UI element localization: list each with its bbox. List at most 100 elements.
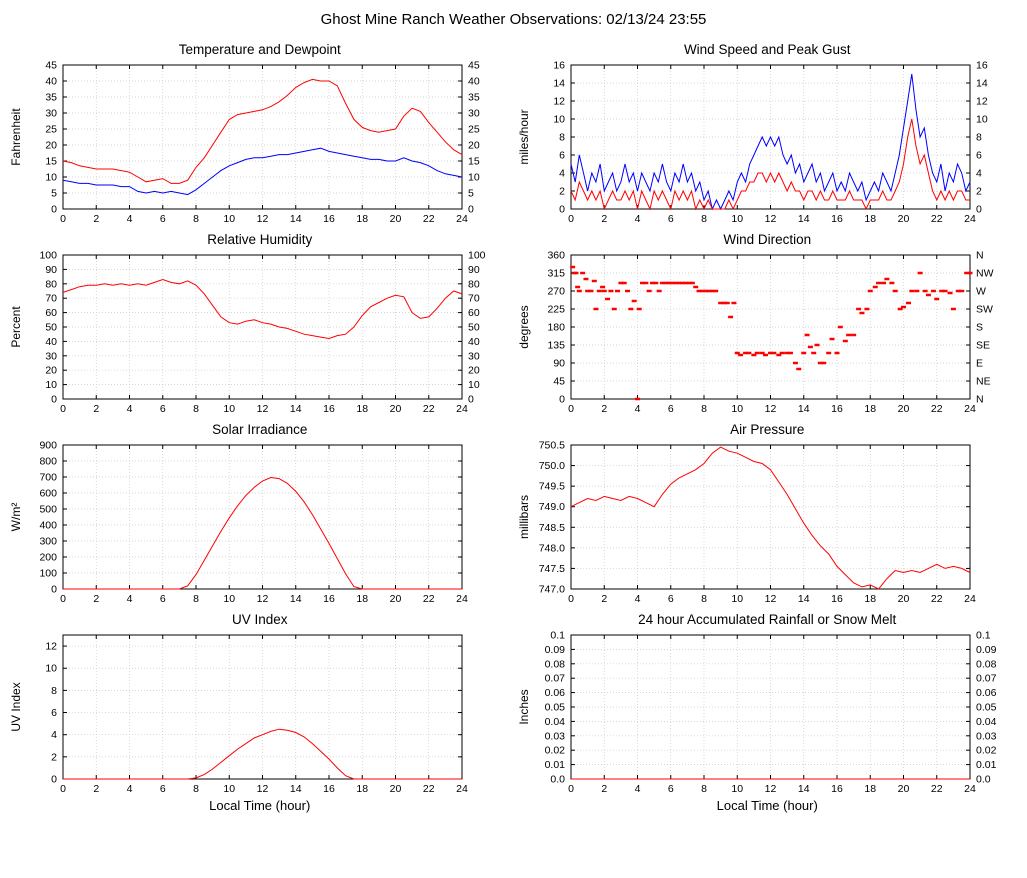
svg-text:10: 10 [976,114,988,126]
svg-text:10: 10 [224,593,236,605]
svg-text:22: 22 [931,783,943,795]
svg-text:2: 2 [559,186,565,198]
svg-text:SE: SE [976,340,990,352]
svg-text:20: 20 [390,783,402,795]
svg-text:4: 4 [559,168,565,180]
chart-title-wind-direction: Wind Direction [723,232,812,247]
svg-text:747.5: 747.5 [538,563,564,575]
svg-text:8: 8 [51,685,57,697]
svg-text:4: 4 [127,783,133,795]
svg-text:24: 24 [964,783,976,795]
svg-text:0: 0 [51,394,57,406]
svg-text:12: 12 [764,403,776,415]
svg-text:10: 10 [46,379,58,391]
svg-text:45: 45 [46,60,58,72]
svg-text:20: 20 [897,403,909,415]
svg-text:90: 90 [553,358,565,370]
air-pressure-plot: 0 2 4 6 8 10 12 14 16 18 20 22 24747.0747.5748.0748.… [517,440,976,606]
svg-text:0: 0 [51,204,57,216]
svg-text:8: 8 [701,593,707,605]
svg-text:16: 16 [831,213,843,225]
svg-text:20: 20 [46,140,58,152]
svg-text:12: 12 [257,593,269,605]
svg-text:W/m²: W/m² [9,503,23,532]
svg-text:12: 12 [764,213,776,225]
svg-text:8: 8 [193,403,199,415]
svg-text:748.5: 748.5 [538,522,564,534]
svg-text:SW: SW [976,304,993,316]
svg-text:0.06: 0.06 [976,687,997,699]
svg-text:100: 100 [468,250,486,262]
svg-text:10: 10 [224,403,236,415]
svg-text:70: 70 [46,293,58,305]
svg-text:14: 14 [290,783,302,795]
svg-text:10: 10 [731,213,743,225]
chart-wind-direction: Wind Direction 0 2 4 6 8 10 12 14 16 18 20 22 24 0 N 45… [514,227,1022,417]
svg-text:0: 0 [568,593,574,605]
svg-text:18: 18 [357,403,369,415]
svg-text:100: 100 [40,568,58,580]
svg-text:5: 5 [51,188,57,200]
svg-text:0: 0 [559,204,565,216]
chart-uv-index: UV Index 0 2 4 6 8 10 12 14 16 18 20 22 24 0 2 4 6 8 10 12 U… [6,607,514,817]
svg-text:100: 100 [40,250,58,262]
svg-text:24: 24 [964,593,976,605]
svg-text:0.01: 0.01 [976,759,997,771]
chart-title-solar: Solar Irradiance [212,422,308,437]
svg-text:14: 14 [976,78,988,90]
svg-text:0: 0 [468,204,474,216]
svg-text:UV Index: UV Index [9,682,23,731]
svg-text:50: 50 [468,322,480,334]
svg-text:2: 2 [601,213,607,225]
svg-text:800: 800 [40,456,58,468]
svg-text:22: 22 [931,213,943,225]
svg-text:0: 0 [468,394,474,406]
svg-text:315: 315 [547,268,565,280]
chart-title-humidity: Relative Humidity [207,232,313,247]
svg-text:30: 30 [46,108,58,120]
svg-text:4: 4 [976,168,982,180]
svg-text:18: 18 [864,783,876,795]
svg-text:8: 8 [193,783,199,795]
svg-text:0.03: 0.03 [976,730,997,742]
svg-text:700: 700 [40,472,58,484]
svg-text:20: 20 [468,140,480,152]
chart-wind-speed-gust: Wind Speed and Peak Gust 0 2 4 6 8 10 12 14 16 18… [514,37,1022,227]
svg-text:24: 24 [964,403,976,415]
svg-text:2: 2 [601,403,607,415]
chart-title-temperature: Temperature and Dewpoint [178,42,341,57]
svg-text:18: 18 [357,783,369,795]
svg-text:2: 2 [94,783,100,795]
svg-text:0: 0 [60,213,66,225]
svg-text:15: 15 [468,156,480,168]
svg-text:10: 10 [468,172,480,184]
svg-text:24: 24 [456,593,468,605]
chart-temperature-dewpoint: Temperature and Dewpoint 0 2 4 6 8 10 12 14 16 18… [6,37,514,227]
svg-text:40: 40 [46,336,58,348]
svg-text:0.0: 0.0 [976,774,991,786]
svg-text:20: 20 [468,365,480,377]
svg-text:10: 10 [46,172,58,184]
charts-grid: Temperature and Dewpoint 0 2 4 6 8 10 12 14 16 18… [0,37,1027,817]
svg-text:22: 22 [931,403,943,415]
svg-text:6: 6 [160,403,166,415]
svg-text:N: N [976,394,984,406]
svg-text:8: 8 [701,213,707,225]
svg-text:0.0: 0.0 [550,774,565,786]
svg-text:0: 0 [559,394,565,406]
svg-text:6: 6 [668,403,674,415]
svg-text:360: 360 [547,250,565,262]
svg-text:6: 6 [668,783,674,795]
svg-text:10: 10 [553,114,565,126]
svg-text:0.04: 0.04 [976,716,997,728]
svg-text:16: 16 [323,403,335,415]
svg-text:22: 22 [423,403,435,415]
svg-text:50: 50 [46,322,58,334]
svg-text:0.05: 0.05 [976,702,997,714]
svg-text:748.0: 748.0 [538,542,564,554]
svg-text:14: 14 [553,78,565,90]
chart-title-uv: UV Index [231,612,288,627]
svg-text:135: 135 [547,340,565,352]
solar-irradiance-plot: 0 2 4 6 8 10 12 14 16 18 20 22 240100200300400500600… [9,440,468,606]
